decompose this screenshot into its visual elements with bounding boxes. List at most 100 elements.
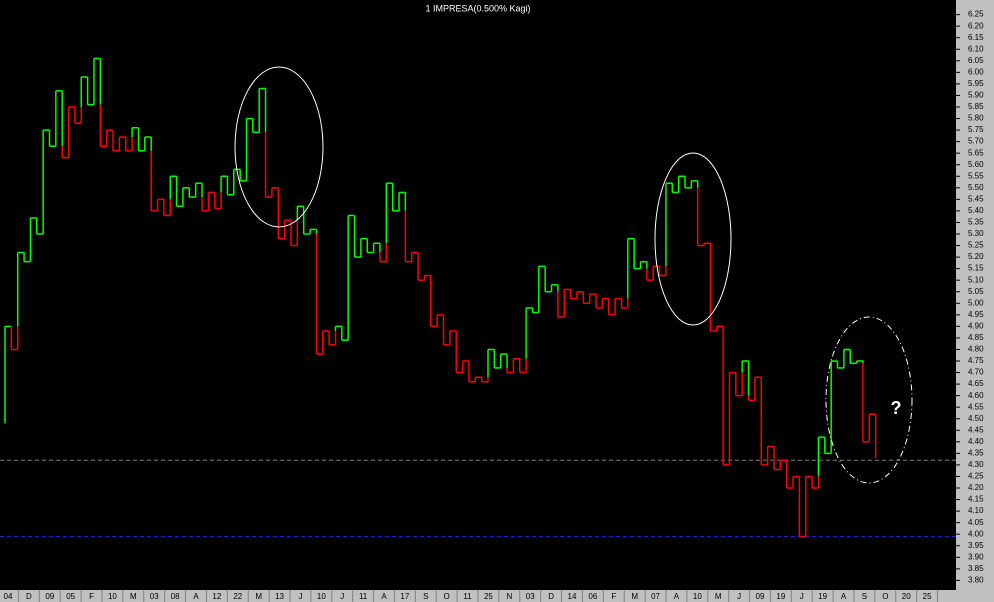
y-tick-label: 5.65 — [968, 148, 984, 157]
y-tick-label: 4.50 — [968, 414, 984, 423]
y-tick-label: 6.10 — [968, 44, 984, 53]
y-tick-label: 4.30 — [968, 460, 984, 469]
y-tick-label: 4.05 — [968, 518, 984, 527]
y-tick-label: 5.60 — [968, 160, 984, 169]
highlight-ellipse — [234, 66, 324, 228]
y-tick-label: 4.60 — [968, 391, 984, 400]
x-tick-label: 19 — [818, 592, 827, 601]
x-tick-label: A — [381, 592, 387, 601]
x-tick-label: A — [674, 592, 680, 601]
y-tick-label: 5.75 — [968, 125, 984, 134]
x-tick-label: 12 — [212, 592, 221, 601]
y-tick-label: 5.80 — [968, 114, 984, 123]
x-tick-label: 22 — [233, 592, 242, 601]
x-tick-label: 09 — [756, 592, 765, 601]
y-tick-label: 4.15 — [968, 495, 984, 504]
x-tick-label: 25 — [923, 592, 932, 601]
x-tick-label: 06 — [588, 592, 597, 601]
y-tick-label: 5.95 — [968, 79, 984, 88]
x-tick-label: F — [89, 592, 94, 601]
x-tick-label: J — [800, 592, 804, 601]
x-tick-label: 05 — [66, 592, 75, 601]
y-tick-label: 4.35 — [968, 448, 984, 457]
y-tick-label: 5.35 — [968, 218, 984, 227]
y-tick-label: 3.90 — [968, 552, 984, 561]
y-tick-label: 4.95 — [968, 310, 984, 319]
y-tick-label: 5.55 — [968, 171, 984, 180]
x-tick-label: N — [506, 592, 512, 601]
y-tick-label: 4.75 — [968, 356, 984, 365]
x-tick-label: M — [631, 592, 638, 601]
x-tick-label: S — [423, 592, 428, 601]
x-tick-label: 11 — [463, 592, 472, 601]
y-tick-label: 4.65 — [968, 379, 984, 388]
y-tick-label: 5.05 — [968, 287, 984, 296]
y-tick-label: 6.15 — [968, 33, 984, 42]
highlight-ellipse — [654, 152, 732, 326]
y-axis-panel — [956, 0, 994, 602]
plot — [0, 57, 956, 538]
y-tick-label: 5.85 — [968, 102, 984, 111]
x-tick-label: D — [26, 592, 32, 601]
y-tick-label: 4.70 — [968, 368, 984, 377]
y-tick-label: 4.00 — [968, 529, 984, 538]
x-tick-label: J — [737, 592, 741, 601]
y-tick-label: 5.50 — [968, 183, 984, 192]
x-tick-label: 08 — [171, 592, 180, 601]
x-tick-label: S — [862, 592, 867, 601]
chart-title: 1 IMPRESA(0.500% Kagi) — [425, 3, 530, 13]
y-tick-label: 6.20 — [968, 21, 984, 30]
y-tick-label: 4.10 — [968, 506, 984, 515]
y-tick-label: 4.40 — [968, 437, 984, 446]
x-tick-label: 03 — [150, 592, 159, 601]
x-tick-label: O — [444, 592, 450, 601]
y-tick-label: 4.55 — [968, 402, 984, 411]
y-tick-label: 5.40 — [968, 206, 984, 215]
x-tick-label: D — [548, 592, 554, 601]
x-tick-label: M — [715, 592, 722, 601]
y-tick-label: 5.00 — [968, 298, 984, 307]
x-tick-label: O — [882, 592, 888, 601]
y-tick-label: 3.85 — [968, 564, 984, 573]
y-tick-label: 4.90 — [968, 321, 984, 330]
y-tick-label: 6.00 — [968, 67, 984, 76]
x-tick-label: 17 — [400, 592, 409, 601]
x-tick-label: 25 — [484, 592, 493, 601]
y-tick-label: 4.45 — [968, 425, 984, 434]
y-tick-label: 5.45 — [968, 194, 984, 203]
highlight-ellipse — [825, 316, 913, 484]
x-tick-label: M — [130, 592, 137, 601]
x-tick-label: J — [298, 592, 302, 601]
x-tick-label: 10 — [693, 592, 702, 601]
y-tick-label: 4.85 — [968, 333, 984, 342]
x-tick-label: 14 — [568, 592, 577, 601]
y-tick-label: 5.70 — [968, 137, 984, 146]
y-tick-label: 6.25 — [968, 10, 984, 19]
x-tick-label: 10 — [317, 592, 326, 601]
y-tick-label: 3.95 — [968, 541, 984, 550]
y-tick-label: 4.80 — [968, 345, 984, 354]
x-tick-label: M — [255, 592, 262, 601]
y-tick-label: 5.20 — [968, 252, 984, 261]
x-tick-label: 09 — [45, 592, 54, 601]
x-tick-label: F — [611, 592, 616, 601]
x-tick-label: 13 — [275, 592, 284, 601]
y-tick-label: 3.80 — [968, 575, 984, 584]
y-tick-label: 5.90 — [968, 91, 984, 100]
x-tick-label: J — [340, 592, 344, 601]
x-tick-label: 03 — [526, 592, 535, 601]
x-tick-label: 20 — [902, 592, 911, 601]
annotation: ? — [891, 398, 902, 418]
x-tick-label: 07 — [651, 592, 660, 601]
y-tick-label: 6.05 — [968, 56, 984, 65]
y-tick-label: 5.15 — [968, 264, 984, 273]
y-tick-label: 4.20 — [968, 483, 984, 492]
y-tick-label: 5.30 — [968, 229, 984, 238]
y-tick-label: 4.25 — [968, 472, 984, 481]
x-tick-label: 11 — [359, 592, 368, 601]
x-tick-label: 19 — [776, 592, 785, 601]
x-tick-label: 04 — [4, 592, 13, 601]
